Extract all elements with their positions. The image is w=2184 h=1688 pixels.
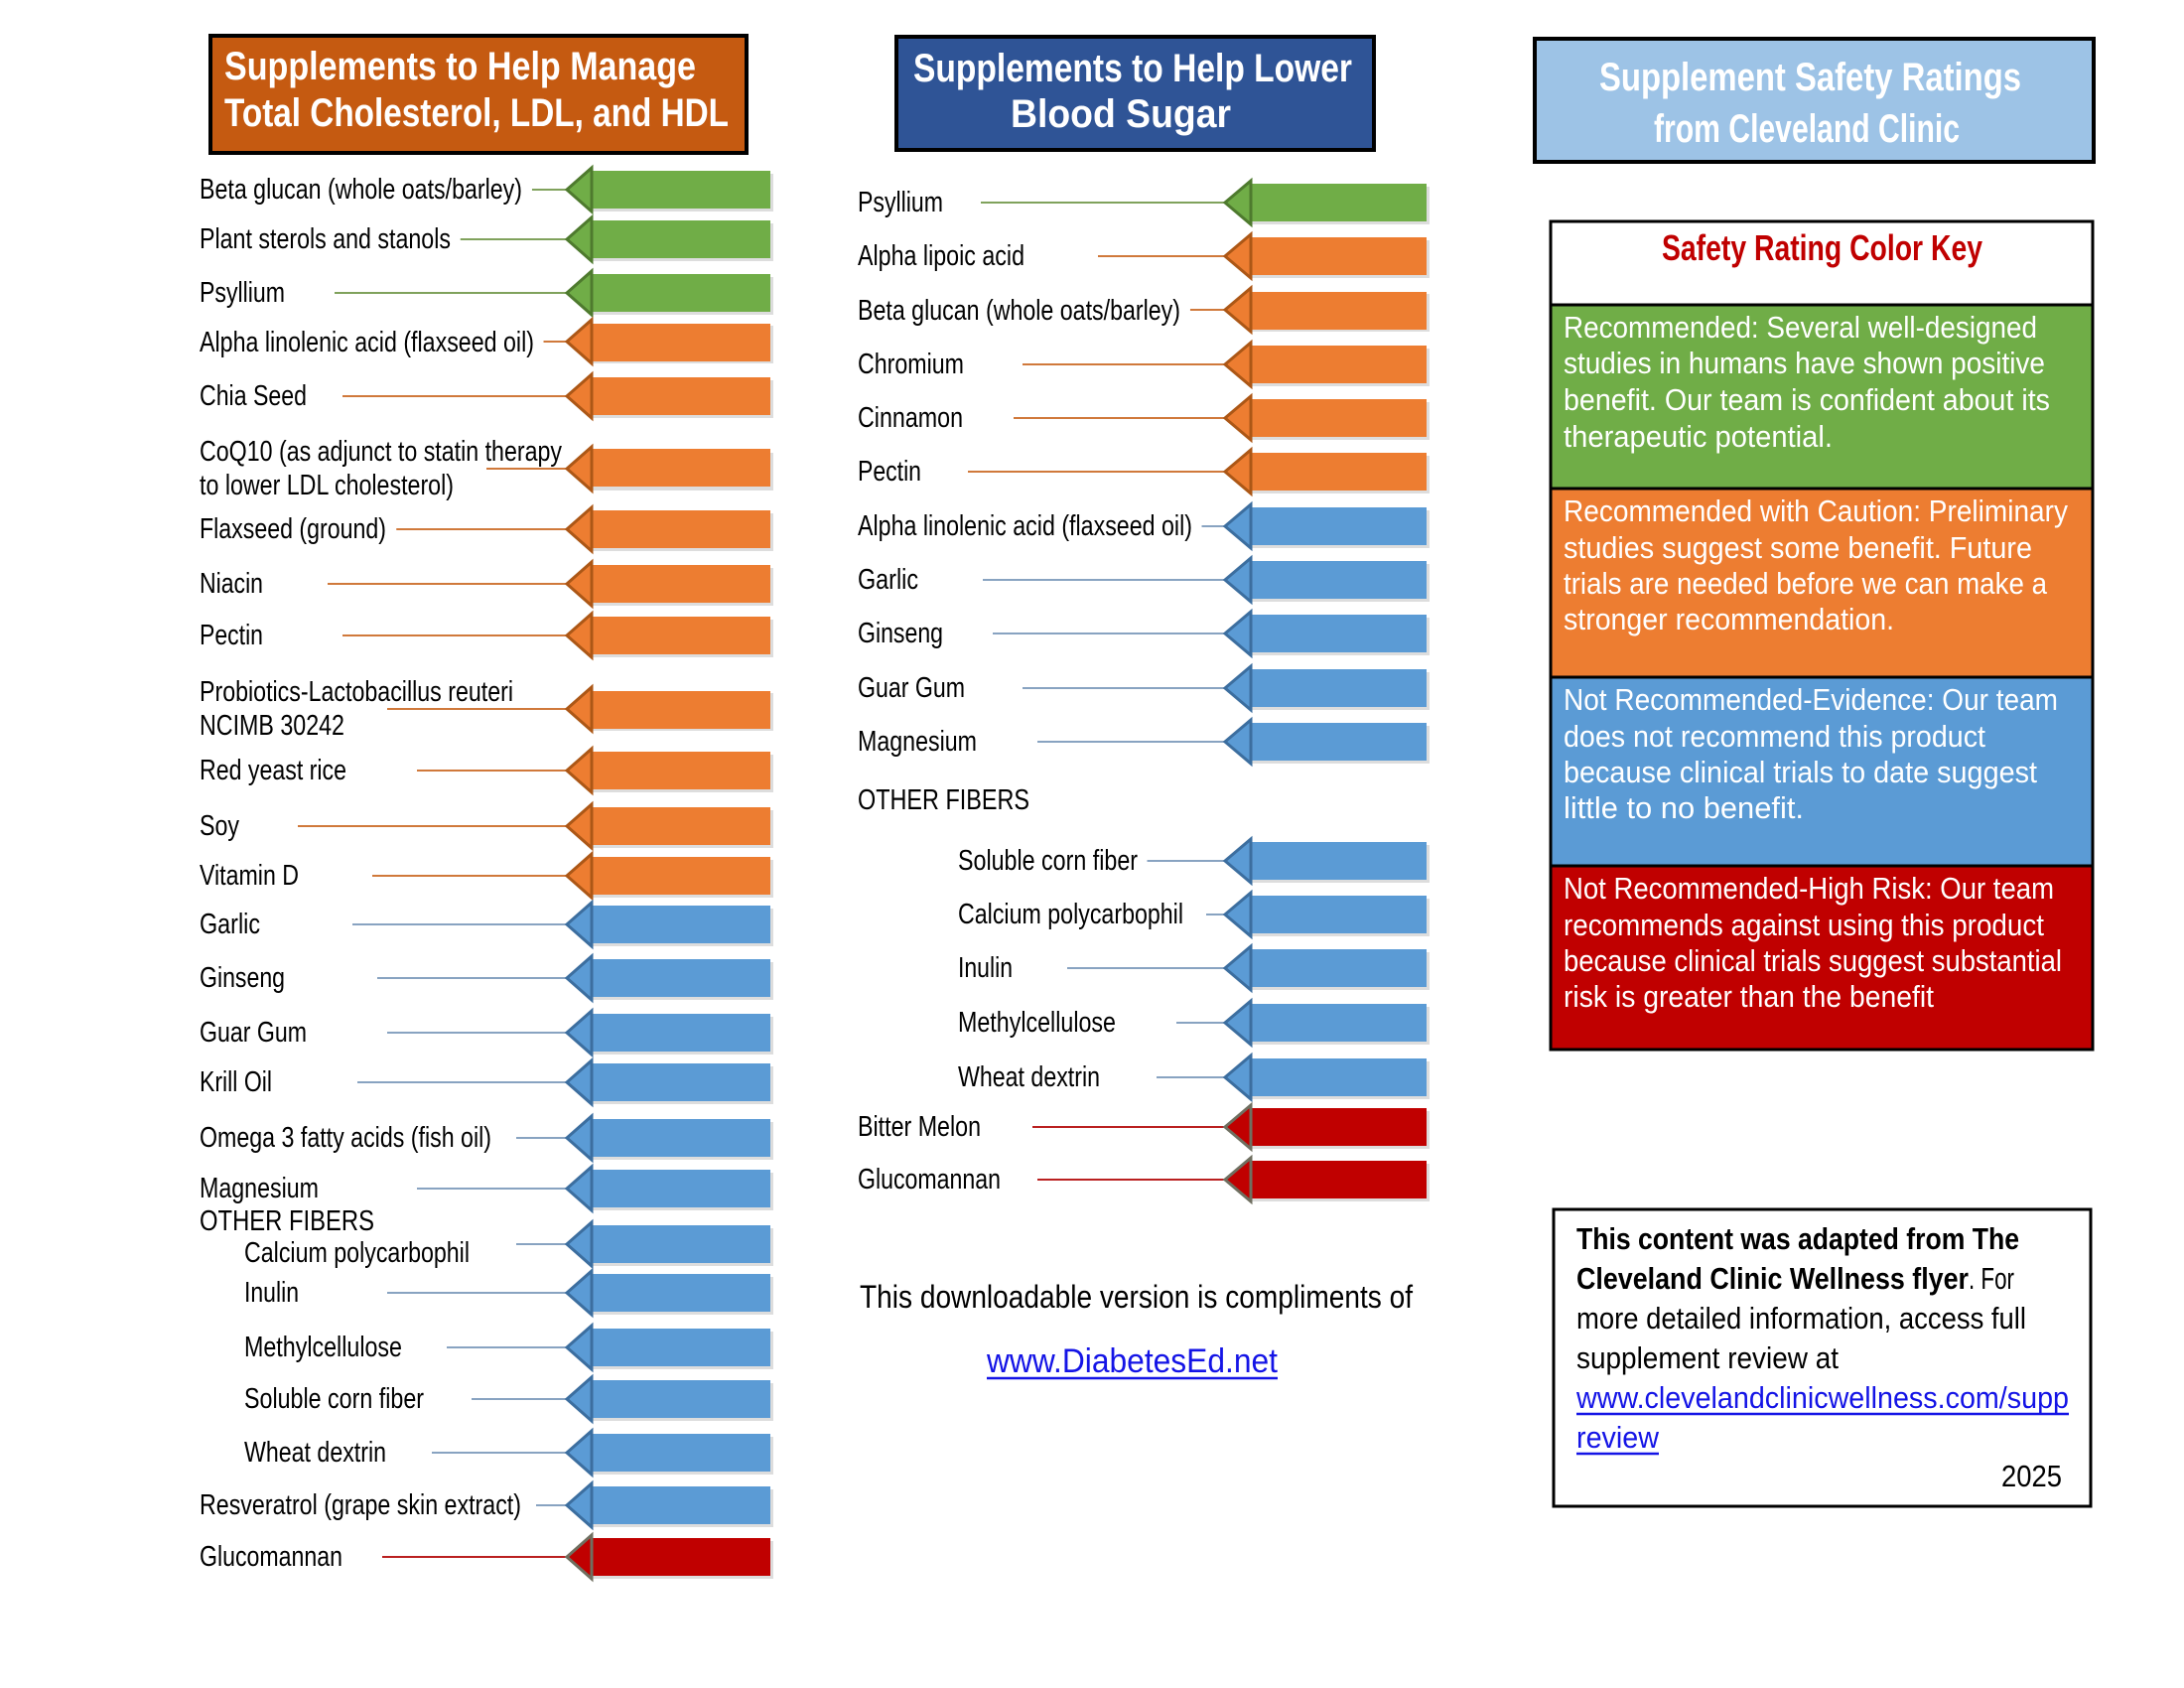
svg-text:Cinnamon: Cinnamon <box>858 402 963 434</box>
svg-text:Calcium polycarbophil: Calcium polycarbophil <box>958 899 1183 930</box>
svg-text:Guar Gum: Guar Gum <box>858 672 965 704</box>
svg-text:recommends against using this: recommends against using this product <box>1564 908 2044 942</box>
svg-text:Inulin: Inulin <box>958 952 1013 984</box>
svg-text:Glucomannan: Glucomannan <box>200 1541 342 1573</box>
svg-text:Alpha lipoic acid: Alpha lipoic acid <box>858 240 1024 272</box>
svg-text:Blood Sugar: Blood Sugar <box>1011 92 1231 136</box>
svg-text:2025: 2025 <box>2001 1459 2062 1493</box>
svg-text:Safety Rating Color Key: Safety Rating Color Key <box>1662 227 1982 268</box>
svg-text:Supplements to Help Manage: Supplements to Help Manage <box>224 45 696 88</box>
svg-text:benefit. Our team is confident: benefit. Our team is confident about its <box>1564 382 2050 417</box>
svg-text:Pectin: Pectin <box>858 456 921 488</box>
svg-text:Not Recommended-Evidence: Our: Not Recommended-Evidence: Our team <box>1564 682 2058 717</box>
svg-text:from Cleveland Clinic: from Cleveland Clinic <box>1654 107 1960 151</box>
svg-text:Chromium: Chromium <box>858 349 964 380</box>
svg-text:Alpha linolenic acid (flaxseed: Alpha linolenic acid (flaxseed oil) <box>858 510 1192 542</box>
svg-text:Krill Oil: Krill Oil <box>200 1066 272 1098</box>
svg-text:Chia Seed: Chia Seed <box>200 380 307 412</box>
svg-text:Garlic: Garlic <box>200 909 260 940</box>
svg-text:Recommended: Several well-desi: Recommended: Several well-designed <box>1564 310 2037 345</box>
svg-text:Niacin: Niacin <box>200 568 263 600</box>
svg-text:Psyllium: Psyllium <box>200 277 285 309</box>
svg-text:This downloadable version is c: This downloadable version is compliments… <box>860 1279 1413 1315</box>
svg-text:Magnesium: Magnesium <box>200 1173 319 1204</box>
svg-text:Soluble corn fiber: Soluble corn fiber <box>958 845 1138 877</box>
svg-text:Not Recommended-High Risk: Our: Not Recommended-High Risk: Our team <box>1564 871 2054 906</box>
svg-text:Methylcellulose: Methylcellulose <box>244 1332 402 1363</box>
svg-text:NCIMB 30242: NCIMB 30242 <box>200 710 344 742</box>
svg-text:Soy: Soy <box>200 810 239 842</box>
svg-text:because clinical trials sugges: because clinical trials suggest substant… <box>1564 943 2062 978</box>
svg-text:Flaxseed (ground): Flaxseed (ground) <box>200 513 386 545</box>
svg-text:OTHER FIBERS: OTHER FIBERS <box>858 784 1029 816</box>
svg-text:This content was adapted from: This content was adapted from The <box>1576 1221 2019 1256</box>
svg-text:does not recommend this produc: does not recommend this product <box>1564 719 1985 754</box>
svg-text:Cleveland Clinic Wellness flye: Cleveland Clinic Wellness flyer <box>1576 1261 1969 1296</box>
svg-text:because clinical trials to dat: because clinical trials to date suggest <box>1564 755 2037 789</box>
svg-text:Glucomannan: Glucomannan <box>858 1164 1001 1196</box>
svg-text:OTHER FIBERS: OTHER FIBERS <box>200 1205 374 1237</box>
svg-text:Supplement Safety Ratings: Supplement Safety Ratings <box>1599 56 2021 99</box>
svg-text:Beta glucan (whole oats/barley: Beta glucan (whole oats/barley) <box>858 295 1180 327</box>
svg-text:Guar Gum: Guar Gum <box>200 1017 307 1049</box>
svg-text:CoQ10 (as adjunct to statin th: CoQ10 (as adjunct to statin therapy <box>200 436 562 468</box>
svg-text:Ginseng: Ginseng <box>858 618 943 649</box>
svg-text:Alpha linolenic acid (flaxseed: Alpha linolenic acid (flaxseed oil) <box>200 327 534 358</box>
svg-text:Magnesium: Magnesium <box>858 726 977 758</box>
svg-text:therapeutic potential.: therapeutic potential. <box>1564 419 1833 454</box>
svg-text:Omega 3 fatty acids (fish oil): Omega 3 fatty acids (fish oil) <box>200 1122 491 1154</box>
svg-text:Vitamin D: Vitamin D <box>200 860 299 892</box>
svg-text:Ginseng: Ginseng <box>200 962 285 994</box>
svg-text:supplement review at: supplement review at <box>1576 1340 1839 1375</box>
svg-text:Wheat dextrin: Wheat dextrin <box>244 1437 386 1469</box>
svg-text:Soluble corn fiber: Soluble corn fiber <box>244 1383 424 1415</box>
svg-text:www.DiabetesEd.net: www.DiabetesEd.net <box>986 1342 1278 1380</box>
svg-text:Beta glucan (whole oats/barley: Beta glucan (whole oats/barley) <box>200 174 522 206</box>
svg-text:Recommended with Caution: Prel: Recommended with Caution: Preliminary <box>1564 493 2068 528</box>
svg-text:Supplements to Help Lower: Supplements to Help Lower <box>913 47 1352 90</box>
svg-text:Bitter Melon: Bitter Melon <box>858 1111 981 1143</box>
svg-text:more detailed information, acc: more detailed information, access full <box>1576 1301 2026 1336</box>
svg-text:Calcium polycarbophil: Calcium polycarbophil <box>244 1237 470 1269</box>
svg-text:Plant sterols and stanols: Plant sterols and stanols <box>200 223 451 255</box>
svg-text:studies suggest some benefit.: studies suggest some benefit. Future <box>1564 530 2032 565</box>
svg-text:risk is greater than the benef: risk is greater than the benefit <box>1564 979 1934 1014</box>
svg-text:little to no benefit.: little to no benefit. <box>1564 790 1804 825</box>
svg-text:Pectin: Pectin <box>200 620 263 651</box>
svg-text:to lower LDL cholesterol): to lower LDL cholesterol) <box>200 470 454 501</box>
svg-text:studies in humans have shown p: studies in humans have shown positive <box>1564 346 2045 380</box>
svg-text:Psyllium: Psyllium <box>858 187 943 218</box>
svg-text:review: review <box>1576 1420 1660 1455</box>
svg-text:www.clevelandclinicwellness.co: www.clevelandclinicwellness.com/supp <box>1575 1380 2069 1415</box>
svg-text:Red yeast rice: Red yeast rice <box>200 755 346 786</box>
svg-text:Methylcellulose: Methylcellulose <box>958 1007 1116 1039</box>
svg-text:trials are needed before we ca: trials are needed before we can make a <box>1564 566 2048 601</box>
svg-text:Resveratrol (grape skin extrac: Resveratrol (grape skin extract) <box>200 1489 521 1521</box>
svg-text:Garlic: Garlic <box>858 564 918 596</box>
svg-text:stronger recommendation.: stronger recommendation. <box>1564 602 1894 636</box>
svg-text:Wheat dextrin: Wheat dextrin <box>958 1061 1100 1093</box>
svg-text:Total Cholesterol, LDL, and HD: Total Cholesterol, LDL, and HDL <box>224 91 729 135</box>
svg-text:. For: . For <box>1969 1261 2014 1296</box>
svg-text:Probiotics-Lactobacillus reute: Probiotics-Lactobacillus reuteri <box>200 676 513 708</box>
svg-text:Inulin: Inulin <box>244 1277 299 1309</box>
